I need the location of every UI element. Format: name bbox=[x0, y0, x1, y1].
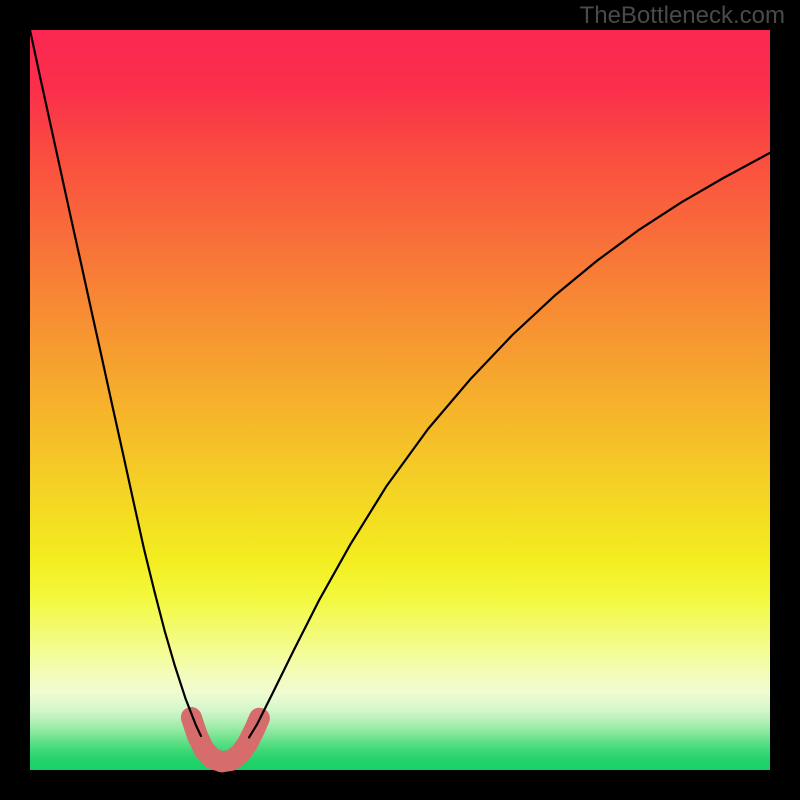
watermark-text: TheBottleneck.com bbox=[580, 2, 785, 30]
chart-root: TheBottleneck.com bbox=[0, 0, 800, 800]
frame-border-right bbox=[770, 0, 800, 800]
frame-border-left bbox=[0, 0, 30, 800]
frame-border-bottom bbox=[0, 770, 800, 800]
chart-background-gradient bbox=[30, 30, 770, 770]
